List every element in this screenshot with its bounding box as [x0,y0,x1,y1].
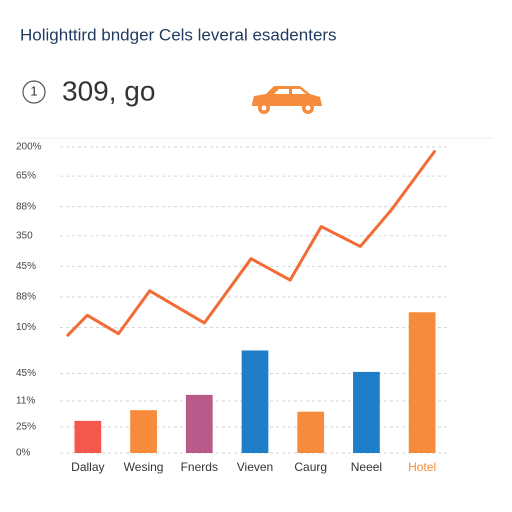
metric: 309, go [62,75,155,106]
y-tick-label: 25% [16,422,36,433]
bar [297,411,325,453]
badge: 1 [30,83,37,98]
x-tick-label: Hotel [408,460,436,474]
x-tick-label: Wesing [124,460,164,474]
x-tick-label: Fnerds [181,460,218,474]
title: Holighttird bndger Cels leveral esadente… [20,25,337,44]
bar [74,420,102,453]
y-tick-label: 350 [16,230,33,241]
y-tick-label: 45% [16,368,36,379]
x-tick-label: Dallay [71,460,104,474]
bar [130,410,157,453]
y-tick-label: 0% [16,448,31,459]
y-tick-label: 11% [16,396,35,407]
bar [408,312,436,453]
y-tick-label: 88% [16,292,36,303]
y-tick-label: 65% [16,171,36,182]
bar [241,350,269,453]
y-tick-label: 88% [16,201,36,212]
x-tick-label: Neeel [351,460,382,474]
y-tick-label: 45% [16,261,36,272]
bar [185,394,213,453]
line [66,150,436,337]
badge-circle [22,80,46,104]
x-tick-label: Caurg [294,460,327,474]
car-icon [252,86,322,114]
bar [353,371,380,453]
x-tick-label: Vieven [237,460,273,474]
y-tick-label: 200% [16,142,42,153]
y-tick-label: 10% [16,322,36,333]
